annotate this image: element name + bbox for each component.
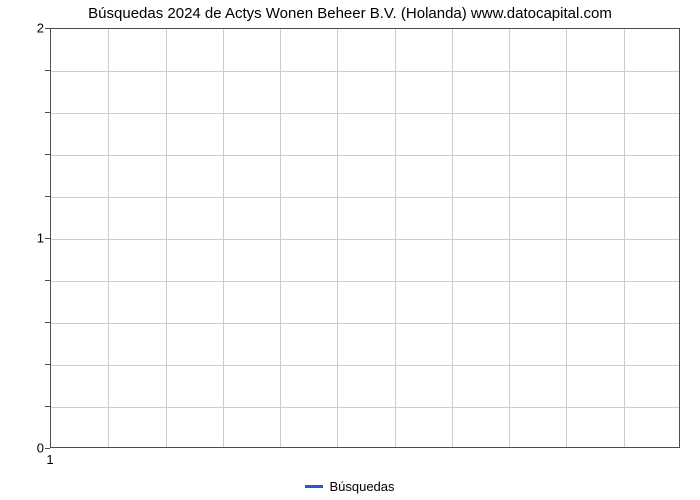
grid-v: [223, 29, 224, 447]
y-minor-tick: [45, 70, 50, 71]
y-minor-tick: [45, 280, 50, 281]
grid-h: [51, 113, 679, 114]
legend: Búsquedas: [0, 479, 700, 494]
grid-h: [51, 407, 679, 408]
grid-v: [337, 29, 338, 447]
x-tick-1: 1: [46, 452, 53, 467]
chart-container: Búsquedas 2024 de Actys Wonen Beheer B.V…: [0, 0, 700, 500]
grid-v: [452, 29, 453, 447]
grid-h: [51, 239, 679, 240]
y-tick-2: 2: [37, 21, 44, 36]
grid-v: [108, 29, 109, 447]
grid-h: [51, 155, 679, 156]
y-minor-tick: [45, 364, 50, 365]
grid-v: [395, 29, 396, 447]
y-major-tick: [45, 448, 50, 449]
legend-swatch: [305, 485, 323, 488]
legend-label: Búsquedas: [329, 479, 394, 494]
grid-h: [51, 281, 679, 282]
grid-v: [280, 29, 281, 447]
y-minor-tick: [45, 406, 50, 407]
y-major-tick: [45, 28, 50, 29]
y-tick-0: 0: [37, 441, 44, 456]
grid-v: [566, 29, 567, 447]
grid-h: [51, 323, 679, 324]
y-minor-tick: [45, 154, 50, 155]
chart-title: Búsquedas 2024 de Actys Wonen Beheer B.V…: [0, 5, 700, 22]
y-tick-1: 1: [37, 231, 44, 246]
grid-h: [51, 197, 679, 198]
y-minor-tick: [45, 322, 50, 323]
y-minor-tick: [45, 196, 50, 197]
grid-h: [51, 365, 679, 366]
grid-v: [624, 29, 625, 447]
y-major-tick: [45, 238, 50, 239]
grid-v: [509, 29, 510, 447]
plot-area: [50, 28, 680, 448]
grid-h: [51, 71, 679, 72]
grid-v: [166, 29, 167, 447]
y-minor-tick: [45, 112, 50, 113]
